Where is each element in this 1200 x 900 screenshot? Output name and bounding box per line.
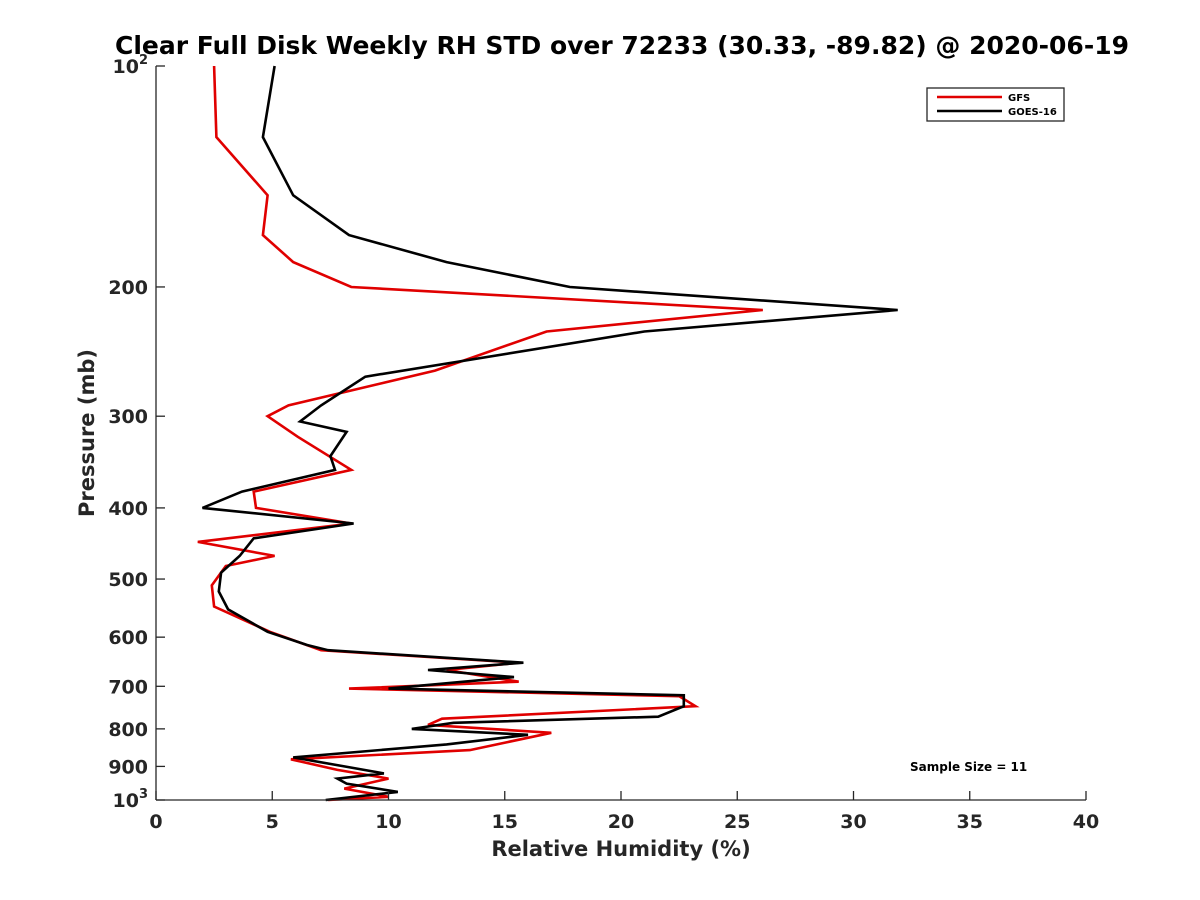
legend-label-gfs: GFS bbox=[1008, 93, 1030, 104]
x-tick-label: 35 bbox=[957, 811, 983, 833]
x-tick-label: 20 bbox=[608, 811, 634, 833]
y-tick-label: 400 bbox=[108, 498, 148, 520]
x-tick-label: 25 bbox=[724, 811, 750, 833]
y-tick-label: 103 bbox=[113, 787, 149, 812]
y-tick-label: 800 bbox=[108, 719, 148, 741]
series-line-gfs bbox=[197, 65, 763, 802]
y-tick-label: 300 bbox=[108, 406, 148, 428]
plot-lines bbox=[197, 65, 898, 802]
x-tick-label: 40 bbox=[1073, 811, 1099, 833]
legend: GFS GOES-16 bbox=[926, 87, 1065, 122]
x-tick-label: 15 bbox=[492, 811, 518, 833]
y-tick-label: 600 bbox=[108, 627, 148, 649]
x-tick-label: 30 bbox=[840, 811, 866, 833]
y-tick-label: 700 bbox=[108, 676, 148, 698]
x-axis-label: Relative Humidity (%) bbox=[491, 837, 750, 861]
legend-box bbox=[926, 87, 1065, 122]
legend-label-goes16: GOES-16 bbox=[1008, 107, 1057, 118]
x-tick-label: 5 bbox=[266, 811, 279, 833]
series-line-goes16 bbox=[202, 65, 898, 802]
x-tick-label: 0 bbox=[149, 811, 162, 833]
sample-size-annotation: Sample Size = 11 bbox=[910, 760, 1027, 774]
chart-title: Clear Full Disk Weekly RH STD over 72233… bbox=[115, 31, 1129, 60]
y-axis-label: Pressure (mb) bbox=[75, 349, 99, 517]
y-tick-label: 102 bbox=[113, 53, 149, 78]
x-axis-ticks: 0 5 10 15 20 25 30 35 40 bbox=[149, 791, 1099, 833]
y-axis-ticks: 102 200 300 400 500 600 700 800 900 103 bbox=[108, 53, 165, 812]
x-tick-label: 10 bbox=[375, 811, 401, 833]
y-tick-label: 200 bbox=[108, 277, 148, 299]
y-tick-label: 900 bbox=[108, 756, 148, 778]
y-tick-label: 500 bbox=[108, 569, 148, 591]
